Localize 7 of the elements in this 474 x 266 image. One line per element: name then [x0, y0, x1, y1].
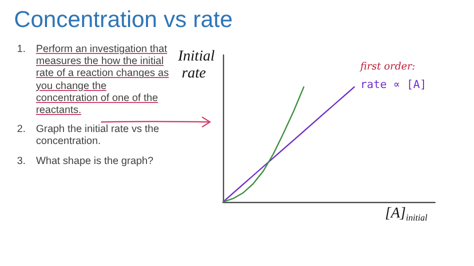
text: 1. Perform an investigation that measures the how the initial rate of a reaction changes as you change the concentration of one of the reactants. [17, 44, 170, 118]
y-axis-title: Initial rate [177, 48, 215, 82]
text: 2. Graph the initial rate vs the concentration. [17, 124, 160, 149]
text: first order: [359, 61, 416, 72]
text: 3. What shape is the graph? [17, 156, 154, 168]
series-label: rate ∝ [A] [360, 78, 426, 91]
chart-title: Concentration vs rate [14, 6, 233, 33]
